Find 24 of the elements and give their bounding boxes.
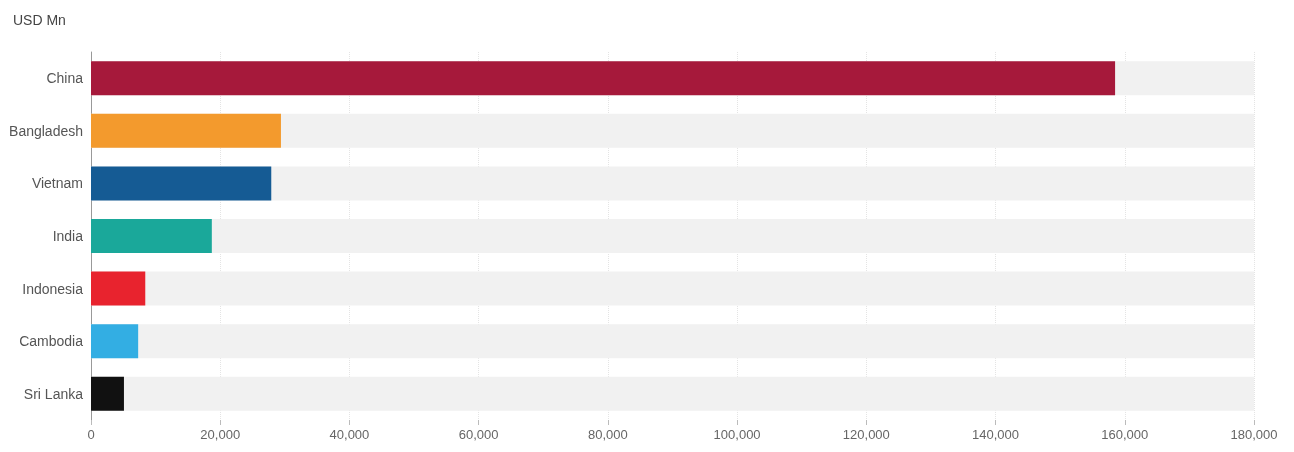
bar xyxy=(91,166,272,201)
x-tick-label: 120,000 xyxy=(842,427,890,442)
x-tick-label: 140,000 xyxy=(972,427,1020,442)
x-tick-label: 100,000 xyxy=(713,427,761,442)
x-tick-label: 60,000 xyxy=(458,427,499,442)
bar xyxy=(91,324,139,359)
y-axis-title: USD Mn xyxy=(13,12,66,28)
y-tick-label: Sri Lanka xyxy=(23,385,84,402)
y-tick-label: Vietnam xyxy=(31,175,83,192)
x-tick-label: 40,000 xyxy=(329,427,370,442)
y-tick-label: Cambodia xyxy=(19,333,84,350)
bar xyxy=(91,113,281,148)
bar xyxy=(91,219,212,253)
y-tick-label: India xyxy=(52,228,84,244)
y-tick-label: China xyxy=(46,70,84,87)
x-tick-label: 0 xyxy=(87,427,95,442)
bar xyxy=(91,271,146,306)
x-tick-label: 80,000 xyxy=(588,427,628,442)
y-tick-label: Bangladesh xyxy=(9,122,83,139)
bar xyxy=(91,376,124,411)
x-tick-label: 180,000 xyxy=(1230,427,1278,442)
x-tick-label: 160,000 xyxy=(1101,427,1149,442)
x-tick-label: 20,000 xyxy=(200,427,241,442)
y-tick-label: Indonesia xyxy=(22,280,84,297)
